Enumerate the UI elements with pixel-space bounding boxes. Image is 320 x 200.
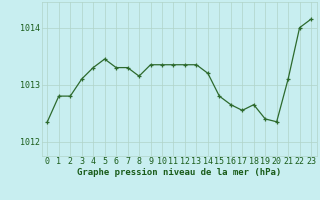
X-axis label: Graphe pression niveau de la mer (hPa): Graphe pression niveau de la mer (hPa) [77,168,281,177]
